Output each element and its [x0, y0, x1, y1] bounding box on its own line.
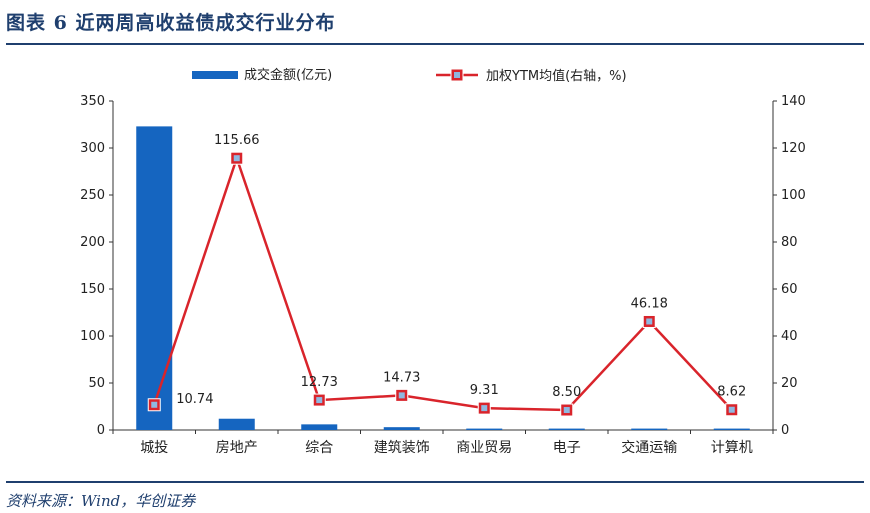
line-marker-center — [233, 155, 240, 162]
legend-label-amount: 成交金额(亿元) — [244, 67, 332, 83]
left-tick-label: 100 — [80, 329, 105, 344]
category-label: 综合 — [305, 440, 333, 456]
right-tick-label: 100 — [781, 188, 806, 203]
data-label: 9.31 — [470, 383, 499, 398]
line-marker-center — [316, 397, 323, 404]
right-tick-label: 0 — [781, 423, 789, 438]
legend-label-ytm: 加权YTM均值(右轴，%) — [486, 68, 627, 84]
left-tick-label: 300 — [80, 141, 105, 156]
left-tick-label: 250 — [80, 188, 105, 203]
ytm-line — [153, 154, 733, 412]
chart-title: 图表 6 近两周高收益债成交行业分布 — [6, 12, 336, 34]
line-marker-center — [646, 318, 653, 325]
bar — [631, 428, 668, 430]
data-label: 115.66 — [214, 133, 260, 148]
line-series — [147, 151, 739, 417]
bar — [136, 126, 173, 430]
category-label: 电子 — [553, 440, 581, 456]
bottom-rule — [6, 481, 864, 483]
bar — [713, 428, 750, 430]
left-tick-label: 150 — [80, 282, 105, 297]
category-label: 建筑装饰 — [374, 440, 430, 456]
bar — [301, 424, 338, 430]
line-marker-center — [398, 392, 405, 399]
right-tick-label: 20 — [781, 376, 798, 391]
left-tick-label: 200 — [80, 235, 105, 250]
data-label: 14.73 — [383, 370, 420, 385]
line-marker-center — [151, 401, 158, 408]
legend-bar-swatch — [192, 71, 238, 79]
line-marker-center — [563, 407, 570, 414]
category-label: 城投 — [140, 440, 168, 456]
bar — [383, 427, 420, 430]
bar — [548, 428, 585, 430]
data-label: 8.62 — [717, 385, 746, 400]
right-tick-label: 60 — [781, 282, 798, 297]
line-marker-center — [481, 405, 488, 412]
data-labels: 10.74 115.66 12.73 14.73 9.31 8.50 46.18 8.62 — [176, 133, 746, 407]
bar — [466, 428, 503, 430]
chart-canvas: 成交金额(亿元) 加权YTM均值(右轴，%) 050100150200250300… — [80, 67, 806, 456]
left-tick-label: 350 — [80, 94, 105, 109]
legend: 成交金额(亿元) 加权YTM均值(右轴，%) — [192, 67, 627, 84]
right-tick-label: 80 — [781, 235, 798, 250]
source-note: 资料来源：Wind，华创证券 — [6, 492, 196, 510]
left-tick-label: 50 — [88, 376, 105, 391]
line-marker-center — [728, 406, 735, 413]
right-tick-label: 40 — [781, 329, 798, 344]
data-label: 10.74 — [176, 392, 213, 407]
bar — [218, 418, 255, 430]
legend-line-marker-center — [454, 72, 460, 78]
right-tick-label: 120 — [781, 141, 806, 156]
category-label: 计算机 — [711, 440, 753, 456]
bar-series — [136, 126, 750, 430]
left-tick-label: 0 — [97, 423, 105, 438]
category-label: 商业贸易 — [456, 440, 512, 456]
top-rule — [6, 43, 864, 45]
category-label: 房地产 — [216, 440, 258, 456]
data-label: 46.18 — [631, 296, 668, 311]
category-label: 交通运输 — [621, 439, 677, 456]
data-label: 8.50 — [552, 385, 581, 400]
axes: 0 50 100 150 200 250 300 350 0 20 40 60 80 100 120 140 城… — [80, 94, 806, 456]
right-tick-label: 140 — [781, 94, 806, 109]
data-label: 12.73 — [301, 375, 338, 390]
